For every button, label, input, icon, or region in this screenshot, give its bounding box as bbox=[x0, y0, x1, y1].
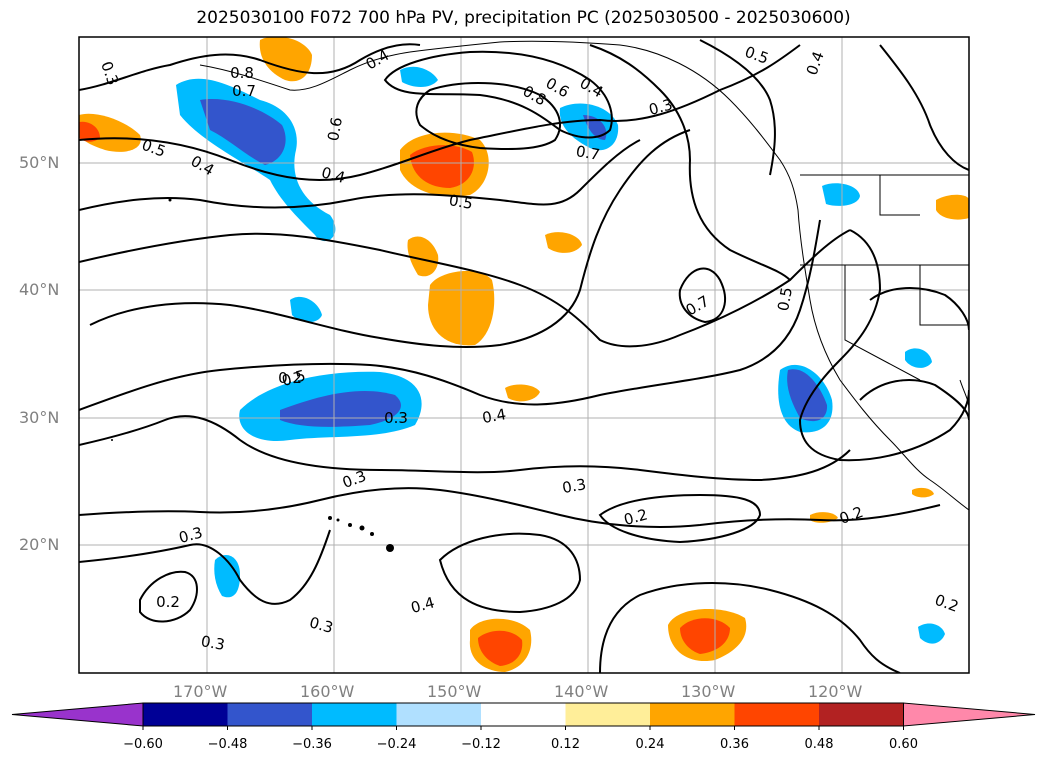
colorbar-tick-label: −0.24 bbox=[376, 737, 417, 752]
pos-anomaly bbox=[478, 630, 523, 666]
contour-label: 0.4 bbox=[577, 74, 607, 102]
lat-label: 40°N bbox=[19, 280, 60, 299]
neg-anomaly bbox=[787, 369, 828, 422]
pos-anomaly bbox=[79, 113, 141, 152]
coastlines bbox=[199, 40, 969, 511]
contour-label: 0.3 bbox=[177, 523, 205, 547]
neg-anomaly bbox=[822, 183, 860, 206]
colorbar-extend-min bbox=[11, 702, 144, 727]
lon-label: 140°W bbox=[554, 682, 609, 701]
contour-label: 0.8 bbox=[230, 64, 254, 82]
pos-anomaly bbox=[407, 236, 439, 277]
contour-label: 0.4 bbox=[188, 152, 218, 180]
pos-anomaly bbox=[680, 618, 730, 654]
contour-label: 0.3 bbox=[561, 475, 588, 497]
colorbar-segment bbox=[565, 703, 650, 726]
map-frame bbox=[78, 36, 970, 674]
colorbar bbox=[11, 702, 1036, 730]
colorbar-segment bbox=[819, 703, 904, 726]
colorbar-tick-label: −0.60 bbox=[123, 737, 163, 752]
contour-label: 0.5 bbox=[774, 286, 796, 313]
contour-label: 0.2 bbox=[278, 369, 302, 387]
lat-label: 20°N bbox=[19, 535, 60, 554]
colorbar-segment bbox=[312, 703, 397, 726]
lon-label: 160°W bbox=[300, 682, 355, 701]
contour-label: 0.4 bbox=[319, 163, 347, 187]
pos-anomaly bbox=[912, 487, 934, 498]
colorbar-tick-label: −0.12 bbox=[461, 737, 501, 752]
colorbar-tick-label: 0.36 bbox=[720, 737, 749, 752]
contour-label: 0.7 bbox=[232, 82, 256, 100]
colorbar-segment bbox=[650, 703, 735, 726]
graticule bbox=[79, 37, 969, 673]
colorbar-tick-label: 0.24 bbox=[635, 737, 665, 752]
pos-anomaly bbox=[259, 37, 312, 82]
contour-label: 0.7 bbox=[575, 142, 602, 164]
neg-anomaly bbox=[918, 623, 945, 644]
lon-label: 150°W bbox=[427, 682, 482, 701]
colorbar-segment bbox=[396, 703, 481, 726]
contour-label: 0.4 bbox=[409, 593, 437, 617]
contour-label: 0.2 bbox=[932, 591, 961, 616]
pv-contours bbox=[79, 39, 969, 673]
contour-label: 0.3 bbox=[97, 59, 122, 88]
neg-anomaly bbox=[400, 66, 438, 87]
pos-anomaly bbox=[79, 121, 100, 142]
colorbar-segment bbox=[227, 703, 312, 726]
contour-label: 0.6 bbox=[324, 116, 346, 143]
pos-anomaly bbox=[936, 194, 969, 220]
lat-label: 30°N bbox=[19, 408, 60, 427]
neg-anomaly bbox=[905, 348, 932, 368]
lat-label: 50°N bbox=[19, 153, 60, 172]
colorbar-extend-max bbox=[903, 702, 1036, 727]
colorbar-segment bbox=[481, 703, 566, 726]
colorbar-tick-label: 0.48 bbox=[804, 737, 834, 752]
contour-label: 0.2 bbox=[622, 505, 650, 529]
precip-fills bbox=[79, 37, 969, 672]
colorbar-segment bbox=[143, 703, 228, 726]
contour-label: 0.5 bbox=[448, 191, 475, 213]
neg-anomaly bbox=[290, 296, 322, 323]
pos-anomaly bbox=[505, 384, 540, 402]
contour-label: 0.2 bbox=[837, 503, 866, 528]
contour-label: 0.4 bbox=[363, 46, 393, 74]
neg-anomaly bbox=[200, 99, 286, 165]
contour-label: 0.5 bbox=[139, 136, 168, 161]
colorbar-tick-label: −0.48 bbox=[207, 737, 248, 752]
pos-anomaly bbox=[410, 145, 474, 188]
colorbar-tick-label: −0.36 bbox=[292, 737, 332, 752]
lon-label: 130°W bbox=[681, 682, 736, 701]
colorbar-tick-label: 0.60 bbox=[889, 737, 918, 752]
lon-label: 170°W bbox=[173, 682, 228, 701]
lon-label: 120°W bbox=[808, 682, 863, 701]
neg-anomaly bbox=[214, 555, 240, 598]
contour-label: 0.4 bbox=[803, 49, 828, 78]
contour-label: 0.5 bbox=[742, 43, 771, 68]
contour-label: 0.4 bbox=[481, 405, 508, 427]
colorbar-outline bbox=[142, 702, 904, 727]
colorbar-tick-label: 0.12 bbox=[551, 737, 580, 752]
contour-label: 0.3 bbox=[307, 613, 335, 637]
map-title: 2025030100 F072 700 hPa PV, precipitatio… bbox=[196, 8, 851, 28]
contour-label: 0.5 bbox=[280, 366, 308, 390]
pos-anomaly bbox=[545, 232, 582, 253]
islands bbox=[111, 198, 394, 552]
colorbar-segment bbox=[734, 703, 819, 726]
contour-label: 0.3 bbox=[384, 409, 408, 427]
contour-label: 0.3 bbox=[200, 632, 227, 654]
contour-label: 0.3 bbox=[647, 95, 675, 119]
contour-label: 0.7 bbox=[683, 292, 713, 320]
contour-label: 0.2 bbox=[156, 593, 180, 611]
